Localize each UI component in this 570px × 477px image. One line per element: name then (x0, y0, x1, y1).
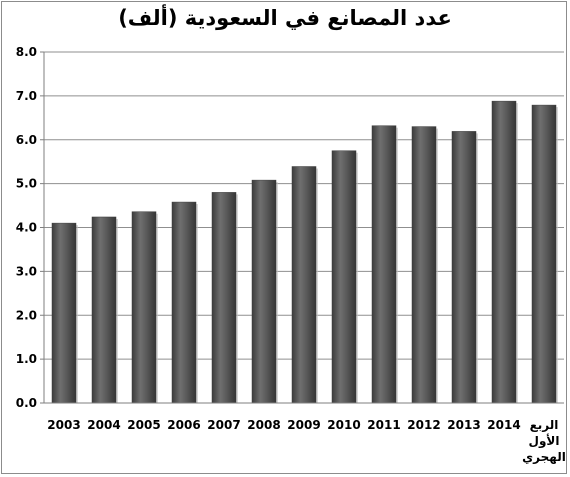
bar (131, 211, 157, 404)
x-tick-label: الأول (529, 433, 560, 449)
y-tick-label: 3.0 (16, 264, 37, 278)
axes (40, 51, 564, 404)
x-tick-label: 2007 (207, 418, 240, 432)
y-tick-labels: 0.0 1.0 2.0 3.0 4.0 5.0 6.0 7.0 8.0 (16, 45, 37, 410)
bar (451, 131, 477, 404)
bar (491, 100, 517, 404)
y-tick-label: 1.0 (16, 352, 37, 366)
x-tick-label: 2005 (127, 418, 160, 432)
y-tick-label: 4.0 (16, 221, 37, 235)
y-tick-label: 5.0 (16, 177, 37, 191)
x-tick-label: 2011 (367, 418, 400, 432)
x-tick-label: 2009 (287, 418, 320, 432)
x-tick-label: 2006 (167, 418, 200, 432)
y-tick-label: 2.0 (16, 308, 37, 322)
bar (251, 179, 277, 404)
y-tick-label: 7.0 (16, 89, 37, 103)
x-tick-label: 2008 (247, 418, 280, 432)
bar (51, 222, 77, 404)
bar (171, 201, 197, 404)
bar (531, 104, 557, 404)
bar (371, 125, 397, 404)
x-tick-label: الهجري (522, 450, 566, 464)
y-tick-label: 6.0 (16, 133, 37, 147)
x-tick-label: 2010 (327, 418, 360, 432)
x-tick-label: 2013 (447, 418, 480, 432)
chart-title: عدد المصانع في السعودية (ألف) (118, 6, 452, 30)
y-tick-label: 0.0 (16, 396, 37, 410)
x-tick-label: 2014 (487, 418, 520, 432)
bar (331, 150, 357, 404)
x-tick-label: الربع (530, 418, 559, 432)
bar (411, 126, 437, 404)
y-tick-label: 8.0 (16, 45, 37, 59)
bar (91, 216, 117, 404)
x-tick-label: 2012 (407, 418, 440, 432)
bar (291, 166, 317, 404)
x-tick-label: 2004 (87, 418, 120, 432)
x-tick-label: 2003 (47, 418, 80, 432)
x-tick-labels: 2003 2004 2005 2006 2007 2008 2009 2010 2011 2012… (47, 418, 566, 464)
bar (211, 192, 237, 404)
bars (51, 100, 558, 404)
